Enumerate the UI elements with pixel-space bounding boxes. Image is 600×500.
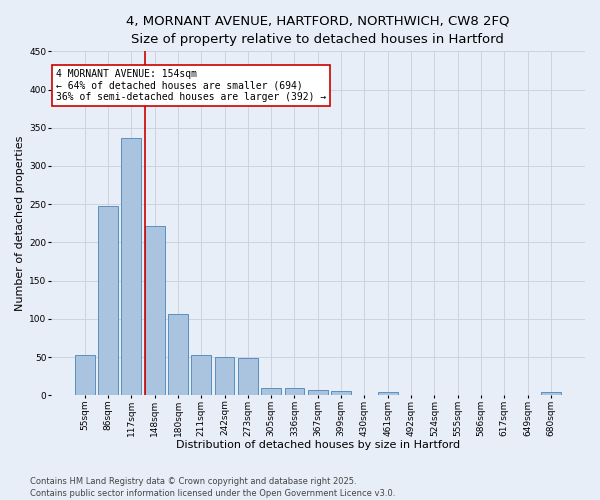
- Bar: [284, 388, 304, 396]
- Bar: [75, 355, 95, 396]
- Bar: [238, 358, 258, 396]
- Bar: [121, 138, 141, 396]
- Bar: [145, 226, 164, 396]
- X-axis label: Distribution of detached houses by size in Hartford: Distribution of detached houses by size …: [176, 440, 460, 450]
- Bar: [331, 390, 351, 396]
- Bar: [168, 314, 188, 396]
- Y-axis label: Number of detached properties: Number of detached properties: [15, 136, 25, 311]
- Bar: [541, 392, 561, 396]
- Bar: [98, 206, 118, 396]
- Title: 4, MORNANT AVENUE, HARTFORD, NORTHWICH, CW8 2FQ
Size of property relative to det: 4, MORNANT AVENUE, HARTFORD, NORTHWICH, …: [126, 15, 509, 46]
- Bar: [308, 390, 328, 396]
- Bar: [215, 357, 235, 396]
- Bar: [378, 392, 398, 396]
- Text: Contains HM Land Registry data © Crown copyright and database right 2025.
Contai: Contains HM Land Registry data © Crown c…: [30, 476, 395, 498]
- Text: 4 MORNANT AVENUE: 154sqm
← 64% of detached houses are smaller (694)
36% of semi-: 4 MORNANT AVENUE: 154sqm ← 64% of detach…: [56, 68, 326, 102]
- Bar: [191, 355, 211, 396]
- Bar: [261, 388, 281, 396]
